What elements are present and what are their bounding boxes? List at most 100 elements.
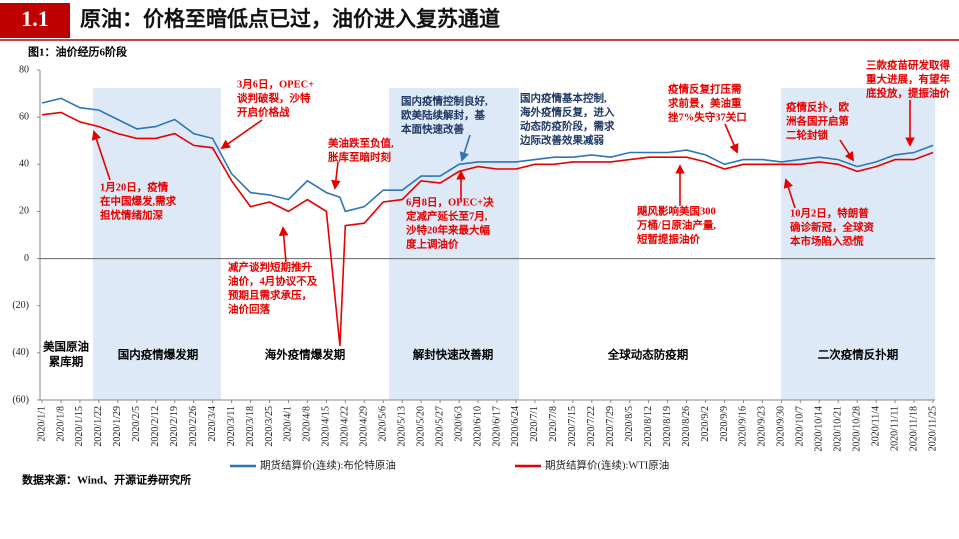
- x-tick-label: 2020/4/8: [302, 406, 313, 442]
- x-tick-label: 2020/6/24: [510, 406, 521, 447]
- legend-label: 期货结算价(连续):布伦特原油: [260, 458, 396, 471]
- x-tick-label: 2020/1/8: [55, 406, 66, 442]
- annotation: 6月8日，OPEC+决: [406, 195, 494, 208]
- annotation: 重大进展，有望年: [866, 72, 950, 85]
- phase-shade: [389, 88, 519, 400]
- annotation: 三款疫苗研发取得: [866, 58, 950, 71]
- annotation: 油价，4月协议不及: [228, 274, 318, 287]
- x-tick-label: 2020/2/26: [188, 406, 199, 447]
- x-tick-label: 2020/10/7: [795, 406, 806, 447]
- x-tick-label: 2020/4/29: [359, 406, 370, 447]
- annotation: 10月2日，特朗普: [790, 206, 869, 219]
- annotation: 底投放，提振油价: [866, 86, 950, 99]
- x-tick-label: 2020/2/12: [150, 406, 161, 447]
- x-tick-label: 2020/1/1: [36, 406, 47, 442]
- legend-label: 期货结算价(连续):WTI原油: [545, 458, 669, 471]
- x-tick-label: 2020/10/14: [814, 406, 825, 452]
- x-tick-label: 2020/3/25: [264, 406, 275, 447]
- x-tick-label: 2020/7/22: [586, 406, 597, 447]
- x-tick-label: 2020/1/29: [112, 406, 123, 447]
- x-tick-label: 2020/7/1: [529, 406, 540, 442]
- phase-label: 美国原油: [43, 340, 89, 354]
- phase-label: 国内疫情爆发期: [118, 348, 199, 362]
- x-tick-label: 2020/9/16: [738, 406, 749, 447]
- x-tick-label: 2020/5/27: [434, 406, 445, 447]
- annotation: 定减产延长至7月,: [405, 209, 488, 222]
- annotation: 疫情反复打压需: [668, 82, 742, 95]
- x-tick-label: 2020/9/2: [700, 406, 711, 442]
- series-line: [41, 97, 934, 213]
- series-line: [41, 111, 934, 346]
- x-tick-label: 2020/1/15: [74, 406, 85, 447]
- x-tick-label: 2020/6/10: [472, 406, 483, 447]
- annotation: 3月6日，OPEC+: [237, 78, 314, 90]
- y-tick-label: 40: [19, 159, 29, 170]
- x-tick-label: 2020/4/1: [283, 406, 294, 442]
- x-tick-label: 2020/5/6: [378, 406, 389, 442]
- header-title: 原油：价格至暗低点已过，油价进入复苏通道: [80, 7, 500, 31]
- phase-label: 累库期: [49, 355, 84, 369]
- chart-title: 图1：油价经历6阶段: [28, 45, 127, 59]
- annotation: 求前景，美油重: [668, 96, 742, 109]
- annotation: 减产谈判短期推升: [228, 260, 312, 273]
- annotation: 1月20日，疫情: [100, 180, 169, 193]
- annotation-arrow: [459, 134, 471, 162]
- annotation: 短暂提振油价: [637, 232, 700, 245]
- annotation: 谈判破裂，沙特: [237, 91, 311, 104]
- annotation: 确诊新冠，全球资: [790, 220, 874, 233]
- annotation: 本市场陷入恐慌: [790, 234, 864, 247]
- y-tick-label: (20): [12, 300, 29, 311]
- x-tick-label: 2020/10/21: [833, 406, 844, 452]
- phase-label: 全球动态防疫期: [607, 348, 689, 362]
- x-tick-label: 2020/9/9: [719, 406, 730, 442]
- x-tick-label: 2020/8/26: [681, 406, 692, 447]
- annotation: 国内疫情控制良好,: [401, 94, 488, 107]
- annotation-arrow: [278, 226, 289, 263]
- annotation: 动态防疫阶段，需求: [520, 119, 615, 132]
- annotation: 度上调油价: [406, 237, 459, 250]
- x-tick-label: 2020/5/13: [396, 406, 407, 447]
- y-tick-label: (40): [12, 347, 29, 358]
- x-tick-label: 2020/2/19: [169, 406, 180, 447]
- x-tick-label: 2020/6/3: [453, 406, 464, 442]
- phase-label: 二次疫情反扑期: [818, 348, 899, 362]
- x-tick-label: 2020/11/25: [927, 406, 938, 451]
- phase-label: 解封快速改善期: [413, 348, 494, 362]
- x-tick-label: 2020/3/18: [245, 406, 256, 447]
- annotation-arrow: [220, 119, 263, 150]
- annotation: 开启价格战: [237, 105, 290, 118]
- annotation: 欧美陆续解封，基: [401, 108, 485, 121]
- annotation: 挫7%失守37关口: [668, 110, 747, 123]
- annotation: 胀库至暗时刻: [328, 150, 391, 163]
- x-tick-label: 2020/8/12: [643, 406, 654, 447]
- x-tick-label: 2020/11/4: [870, 406, 881, 446]
- source-note: 数据来源：Wind、开源证券研究所: [22, 473, 191, 487]
- annotation: 疫情反扑，欧: [786, 100, 849, 113]
- annotation: 本面快速改善: [401, 122, 464, 135]
- annotation: 国内疫情基本控制,: [520, 91, 607, 104]
- header-number: 1.1: [21, 6, 49, 31]
- annotation: 海外疫情反复，进入: [520, 105, 615, 118]
- x-tick-label: 2020/4/22: [340, 406, 351, 447]
- annotation: 担忧情绪加深: [100, 208, 163, 221]
- x-tick-label: 2020/11/18: [908, 406, 919, 451]
- annotation-arrow: [331, 161, 341, 190]
- x-tick-label: 2020/1/22: [93, 406, 104, 447]
- x-tick-label: 2020/3/11: [226, 406, 237, 446]
- x-tick-label: 2020/7/8: [548, 406, 559, 442]
- y-tick-label: 60: [19, 111, 29, 122]
- annotation: 洲各国开启第: [786, 114, 849, 127]
- annotation: 飓风影响美国300: [637, 204, 716, 217]
- x-tick-label: 2020/8/5: [624, 406, 635, 442]
- x-tick-label: 2020/7/29: [605, 406, 616, 447]
- annotation: 预期且需求承压，: [228, 288, 312, 301]
- annotation-arrow: [839, 139, 855, 162]
- annotation-arrow: [724, 123, 739, 154]
- annotation: 边际改善效果减弱: [519, 133, 604, 146]
- x-tick-label: 2020/5/20: [415, 406, 426, 447]
- header-badge: [0, 3, 70, 38]
- x-tick-label: 2020/9/30: [776, 406, 787, 447]
- phase-label: 海外疫情爆发期: [265, 348, 346, 362]
- x-tick-label: 2020/9/23: [757, 406, 768, 447]
